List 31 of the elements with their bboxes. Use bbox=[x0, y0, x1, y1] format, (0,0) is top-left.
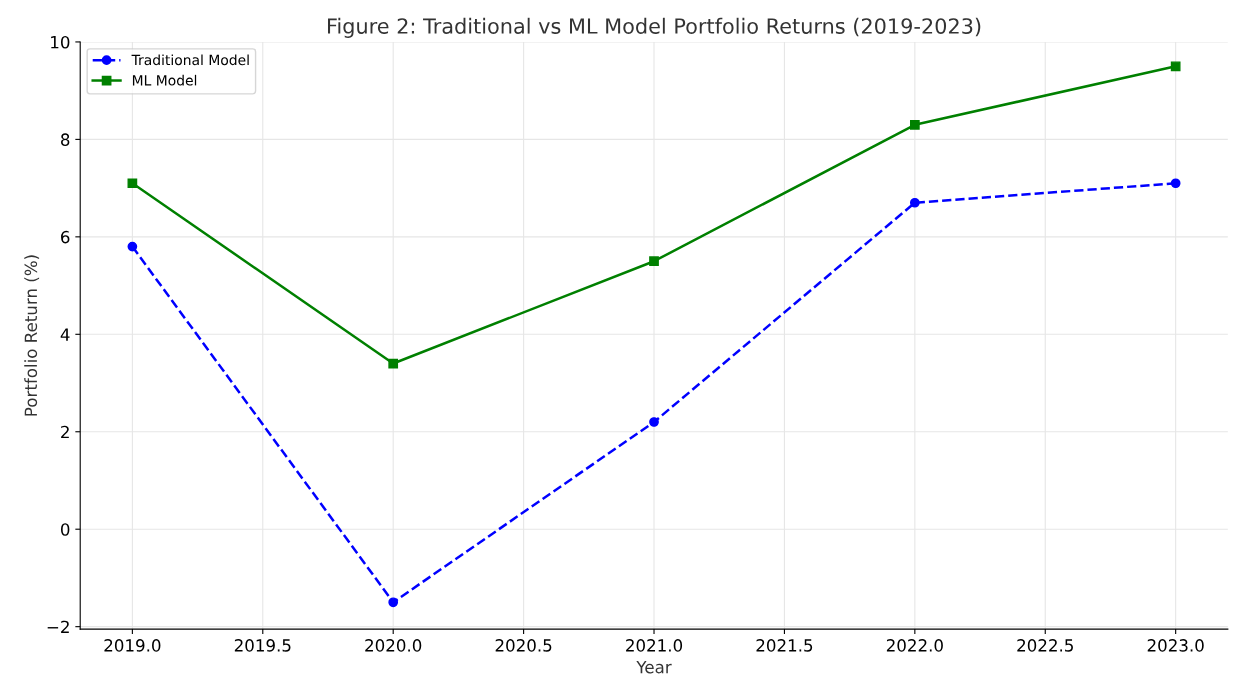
point bbox=[649, 417, 659, 427]
point bbox=[909, 119, 920, 130]
x-tick-label: 2022.0 bbox=[886, 639, 943, 652]
x-tick-label: 2021.5 bbox=[756, 639, 813, 652]
point bbox=[127, 241, 138, 252]
point bbox=[1170, 61, 1181, 72]
x-axis-title: Year bbox=[636, 661, 672, 674]
x-tick-label: 2020.5 bbox=[495, 639, 552, 652]
point bbox=[127, 178, 138, 189]
point bbox=[388, 358, 399, 369]
y-tick-label: 0 bbox=[60, 523, 70, 536]
y-tick-label: 10 bbox=[51, 35, 70, 49]
y-tick-label: 4 bbox=[60, 328, 70, 341]
y-tick-label: 6 bbox=[61, 230, 70, 244]
x-tick-label: 2021.0 bbox=[626, 639, 683, 652]
point bbox=[909, 197, 920, 208]
y-tick-label: 2 bbox=[61, 425, 69, 439]
x-tick-label: 2019.0 bbox=[104, 639, 161, 652]
y-tick-label: −2 bbox=[47, 620, 69, 633]
x-tick-label: 2019.5 bbox=[234, 639, 291, 652]
legend-label: Traditional Model bbox=[131, 54, 249, 66]
x-tick-label: 2023.0 bbox=[1147, 639, 1204, 652]
point bbox=[388, 597, 399, 608]
chart-title: Figure 2: Traditional vs ML Model Portfolio Returns (2019-2023) bbox=[328, 17, 981, 38]
point bbox=[1170, 178, 1181, 189]
point bbox=[649, 256, 659, 267]
y-tick-label: 8 bbox=[61, 133, 70, 146]
y-axis-title: Portfolio Return (%) bbox=[24, 255, 40, 416]
legend-label: ML Model bbox=[132, 74, 197, 86]
x-tick-label: 2020.0 bbox=[365, 639, 422, 652]
x-tick-label: 2022.5 bbox=[1017, 639, 1073, 652]
